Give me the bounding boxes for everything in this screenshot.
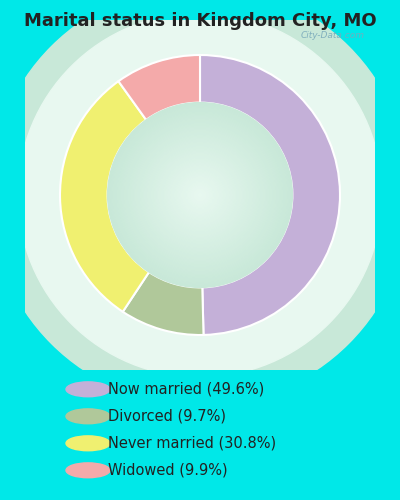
Circle shape [195,190,205,200]
Circle shape [18,13,382,377]
Circle shape [66,382,110,396]
Circle shape [184,179,216,211]
Text: Widowed (9.9%): Widowed (9.9%) [108,463,228,478]
Circle shape [66,436,110,450]
Circle shape [66,463,110,477]
Circle shape [198,192,202,198]
Text: Divorced (9.7%): Divorced (9.7%) [108,409,226,424]
Circle shape [149,144,251,246]
Circle shape [66,409,110,424]
Wedge shape [60,81,149,312]
Circle shape [158,154,242,236]
Circle shape [138,132,262,258]
Circle shape [163,158,237,232]
Circle shape [108,102,292,288]
Circle shape [172,168,228,222]
Text: Marital status in Kingdom City, MO: Marital status in Kingdom City, MO [24,12,376,30]
Circle shape [119,114,281,276]
Circle shape [154,149,246,241]
Circle shape [114,110,286,280]
Circle shape [126,121,274,269]
Circle shape [133,128,267,262]
Circle shape [112,107,288,283]
Circle shape [147,142,253,248]
Wedge shape [118,55,200,120]
Circle shape [186,181,214,209]
Circle shape [131,126,269,264]
Circle shape [142,137,258,253]
Circle shape [170,165,230,225]
Circle shape [128,124,272,266]
Circle shape [144,140,256,250]
Circle shape [161,156,239,234]
Circle shape [156,151,244,239]
Circle shape [165,160,235,230]
Circle shape [188,184,212,206]
Circle shape [117,112,283,278]
Circle shape [191,186,209,204]
Circle shape [135,130,265,260]
Circle shape [177,172,223,218]
Circle shape [174,170,226,220]
Circle shape [110,105,290,285]
Circle shape [140,135,260,255]
Wedge shape [200,55,340,335]
Wedge shape [123,272,204,335]
Text: City-Data.com: City-Data.com [300,30,364,40]
Circle shape [168,162,232,228]
Text: Now married (49.6%): Now married (49.6%) [108,382,264,397]
Circle shape [0,0,400,405]
Circle shape [124,119,276,271]
Circle shape [179,174,221,216]
Text: Never married (30.8%): Never married (30.8%) [108,436,276,451]
Circle shape [193,188,207,202]
Circle shape [182,176,218,214]
Circle shape [122,116,278,274]
Circle shape [152,146,248,244]
